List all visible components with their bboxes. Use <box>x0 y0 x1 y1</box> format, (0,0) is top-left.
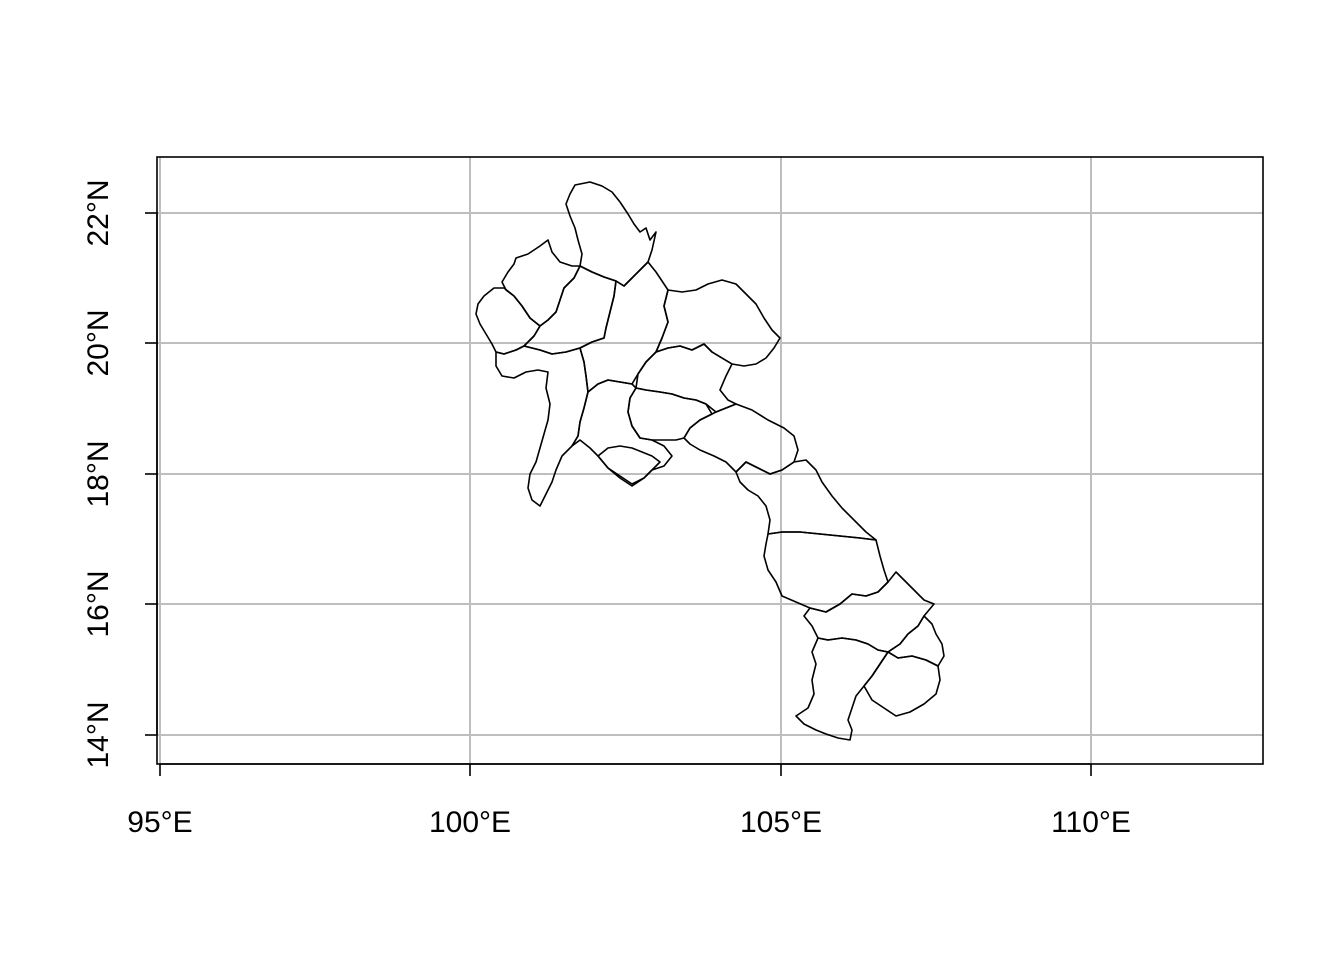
province-champasak <box>795 637 889 741</box>
province-saravane <box>803 571 935 653</box>
province-luang-prabang <box>579 261 669 393</box>
province-vientiane-capital <box>597 445 661 487</box>
x-tick-label-105: 105°E <box>740 806 822 839</box>
x-axis: 95°E 100°E 105°E 110°E <box>127 763 1131 839</box>
province-attapeu <box>863 651 941 717</box>
province-sekong <box>887 615 945 667</box>
y-tick-label-22: 22°N <box>82 179 115 246</box>
province-phongsaly <box>565 181 657 287</box>
province-huaphanh <box>655 279 781 367</box>
province-savannakhet <box>763 531 889 613</box>
y-tick-label-14: 14°N <box>82 701 115 768</box>
y-tick-label-18: 18°N <box>82 440 115 507</box>
province-boundaries <box>475 181 945 741</box>
grid <box>157 157 1263 764</box>
x-tick-label-95: 95°E <box>127 806 192 839</box>
province-xaisomboun <box>627 387 713 441</box>
province-vientiane <box>571 379 673 485</box>
province-bokeo <box>475 287 541 355</box>
province-bolikhamxay <box>683 403 799 475</box>
province-khammuane <box>735 459 877 541</box>
province-xiengkhouang <box>635 343 737 413</box>
y-tick-label-16: 16°N <box>82 570 115 637</box>
plot-frame <box>156 156 1264 765</box>
x-tick-label-100: 100°E <box>429 806 511 839</box>
y-axis: 14°N 16°N 18°N 20°N 22°N <box>82 179 158 769</box>
x-tick-label-110: 110°E <box>1051 806 1131 839</box>
province-oudomxay <box>523 265 617 355</box>
y-tick-label-20: 20°N <box>82 309 115 376</box>
province-xayabury <box>495 345 589 507</box>
